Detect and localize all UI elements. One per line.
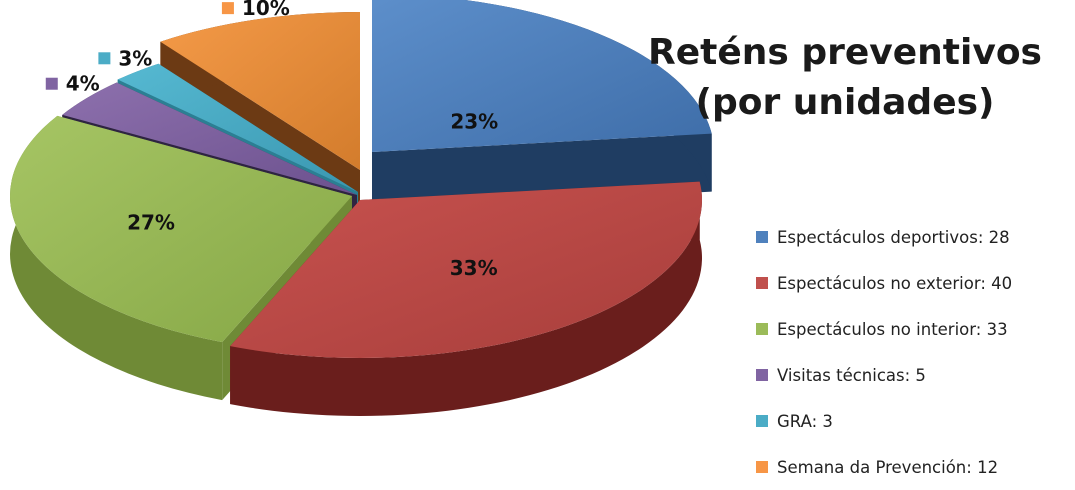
- pie-slice: [9, 115, 352, 343]
- legend-swatch: [756, 323, 768, 335]
- legend-item: Semana da Prevención: 12: [756, 444, 1012, 490]
- legend-swatch: [756, 231, 768, 243]
- legend-label: Visitas técnicas: 5: [777, 365, 926, 385]
- pie-label: 3%: [98, 46, 152, 70]
- pie-slice: [62, 82, 358, 195]
- legend-item: Espectáculos deportivos: 28: [756, 214, 1012, 260]
- pie-label: 27%: [127, 211, 175, 235]
- pie-label: 33%: [450, 256, 498, 280]
- legend-swatch: [756, 415, 768, 427]
- legend-label: Espectáculos deportivos: 28: [777, 227, 1010, 247]
- legend-label: Espectáculos no interior: 33: [777, 319, 1008, 339]
- pie-percent-label: 3%: [118, 46, 152, 70]
- pie-slice: [117, 63, 358, 192]
- legend-item: GRA: 3: [756, 398, 1012, 444]
- chart-title: Reténs preventivos (por unidades): [640, 28, 1050, 128]
- pie-slice-side: [230, 181, 702, 416]
- chart-legend: Espectáculos deportivos: 28 Espectáculos …: [756, 214, 1012, 490]
- pie-label-swatch: [45, 77, 58, 90]
- pie-percent-label: 23%: [450, 109, 498, 133]
- pie-slice: [372, 0, 712, 152]
- legend-swatch: [756, 461, 768, 473]
- pie-label-swatch: [98, 52, 111, 65]
- legend-swatch: [756, 277, 768, 289]
- chart-title-line-1: Reténs preventivos: [648, 32, 1042, 73]
- legend-label: Espectáculos no exterior: 40: [777, 273, 1013, 293]
- pie-label: 4%: [45, 72, 100, 96]
- legend-item: Espectáculos no exterior: 40: [756, 260, 1012, 306]
- pie-percent-label: 27%: [127, 211, 175, 235]
- pie-label-swatch: [221, 2, 234, 15]
- pie-percent-label: 33%: [450, 256, 498, 280]
- pie-slice: [230, 181, 702, 359]
- chart-title-line-2: (por unidades): [695, 82, 995, 123]
- pie-label: 23%: [450, 109, 498, 133]
- pie-chart: 23% 33% 27% 4% 3% 10%: [9, 0, 712, 416]
- pie-percent-label: 10%: [242, 0, 290, 20]
- legend-item: Espectáculos no interior: 33: [756, 306, 1012, 352]
- legend-label: GRA: 3: [777, 411, 833, 431]
- pie-slice: [160, 12, 360, 170]
- pie-label: 10%: [221, 0, 290, 20]
- pie-slice-side: [9, 115, 223, 401]
- pie-percent-label: 4%: [66, 72, 100, 96]
- legend-label: Semana da Prevención: 12: [777, 457, 999, 477]
- legend-swatch: [756, 369, 768, 381]
- legend-item: Visitas técnicas: 5: [756, 352, 1012, 398]
